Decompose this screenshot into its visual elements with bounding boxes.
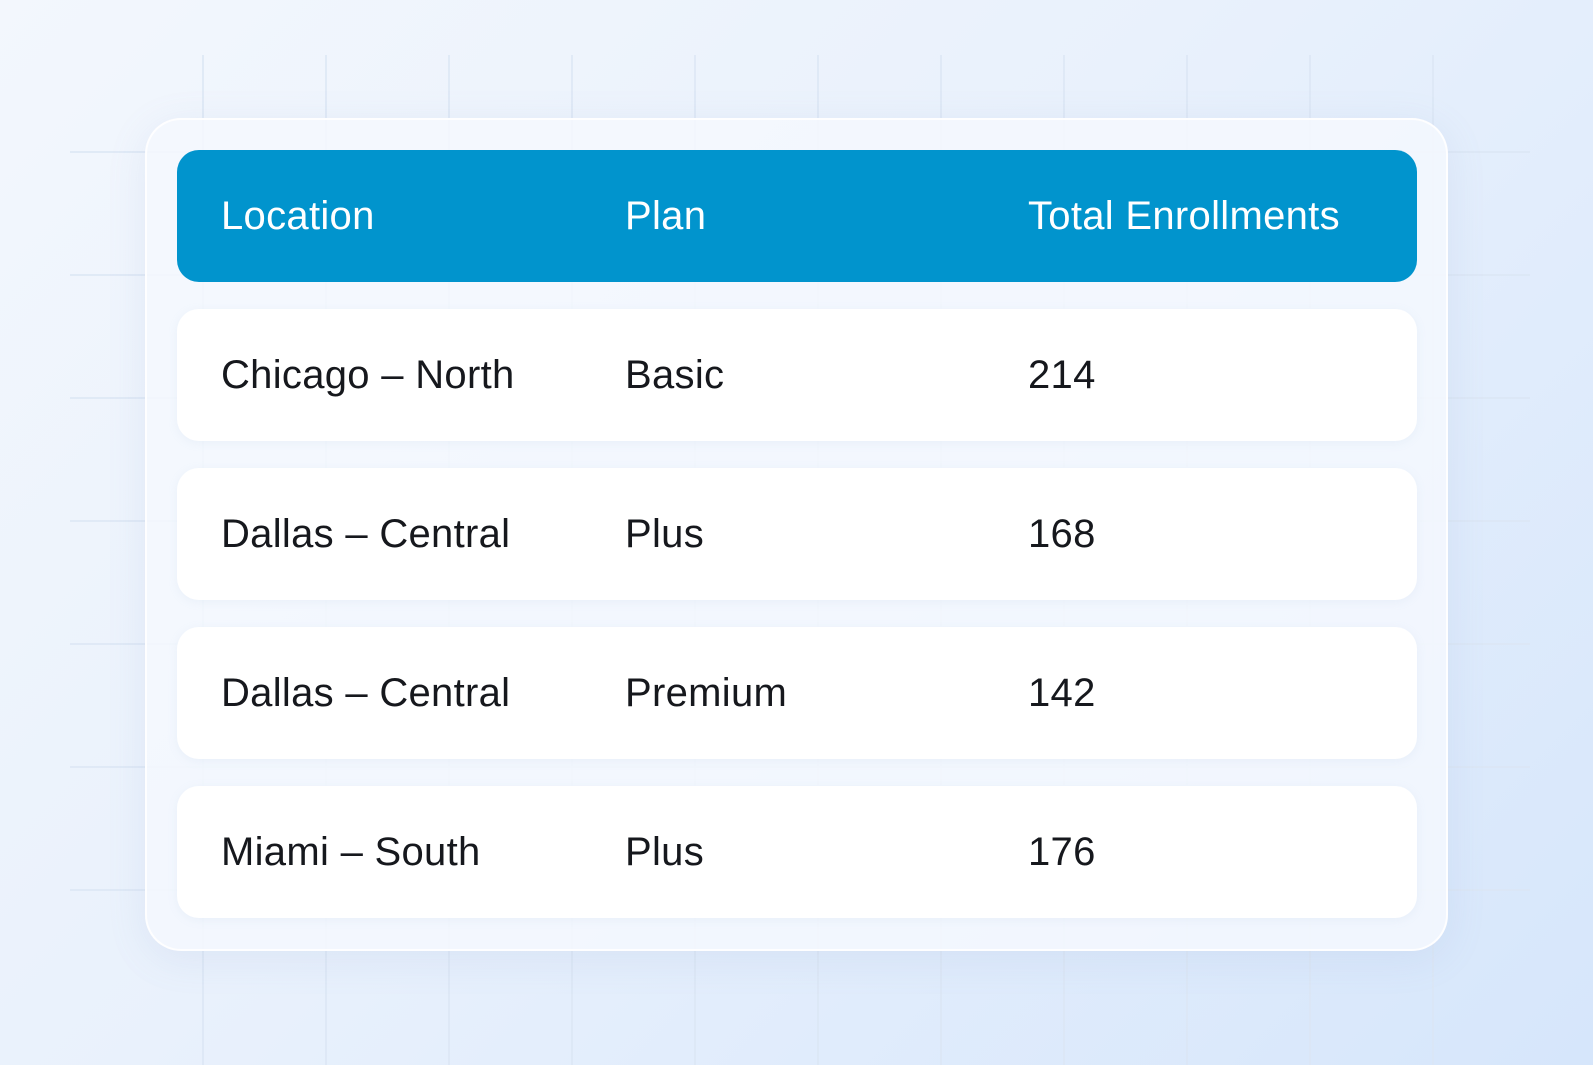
enrollments-cell: 176 — [1028, 830, 1096, 874]
table-row: Dallas – Central Plus 168 — [177, 468, 1417, 600]
table-row: Dallas – Central Premium 142 — [177, 627, 1417, 759]
column-header-location: Location — [221, 194, 375, 238]
location-cell: Miami – South — [221, 830, 481, 874]
plan-cell: Premium — [625, 671, 788, 715]
enrollments-cell: 168 — [1028, 512, 1096, 556]
location-cell: Dallas – Central — [221, 671, 511, 715]
table-row: Miami – South Plus 176 — [177, 786, 1417, 918]
plan-cell: Plus — [625, 512, 705, 556]
plan-cell: Basic — [625, 353, 725, 397]
location-cell: Dallas – Central — [221, 512, 511, 556]
plan-cell: Plus — [625, 830, 705, 874]
location-cell: Chicago – North — [221, 353, 515, 397]
table-card: Location Plan Total Enrollments Chicago … — [145, 118, 1448, 951]
table-header-row: Location Plan Total Enrollments — [177, 150, 1417, 282]
enrollments-cell: 214 — [1028, 353, 1096, 397]
enrollments-table: Location Plan Total Enrollments Chicago … — [177, 150, 1417, 918]
table-row: Chicago – North Basic 214 — [177, 309, 1417, 441]
column-header-plan: Plan — [625, 194, 707, 238]
column-header-total-enrollments: Total Enrollments — [1028, 194, 1340, 238]
enrollments-cell: 142 — [1028, 671, 1096, 715]
